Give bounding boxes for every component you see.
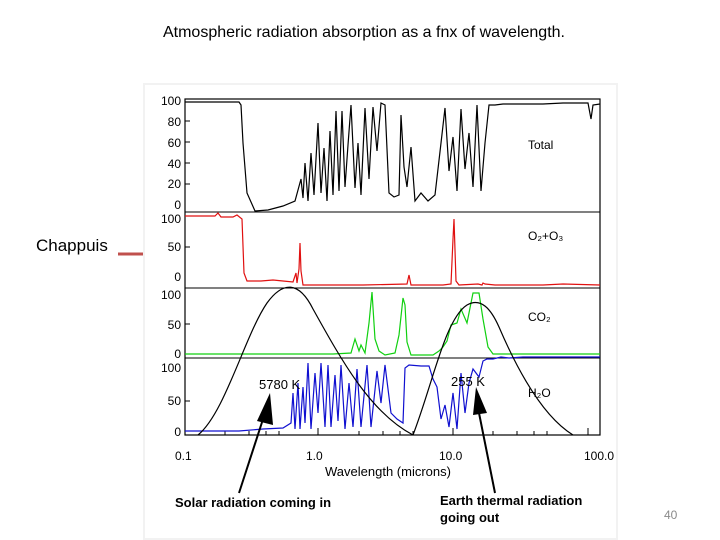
x-tick-label: 0.1 bbox=[175, 449, 192, 463]
earth-arrow-head bbox=[473, 387, 487, 415]
y-tick-label: 100 bbox=[161, 288, 181, 302]
chappuis-label: Chappuis bbox=[36, 236, 108, 255]
panel-label-o2-o3: O₂+O₃ bbox=[528, 229, 563, 243]
y-tick-label: 50 bbox=[168, 240, 182, 254]
x-tick-label: 1.0 bbox=[306, 449, 323, 463]
y-tick-label: 0 bbox=[174, 270, 181, 284]
earth-radiation-annotation-line2: going out bbox=[440, 510, 500, 525]
y-tick-label: 20 bbox=[168, 177, 182, 191]
y-tick-label: 0 bbox=[174, 425, 181, 439]
y-tick-label: 60 bbox=[168, 136, 182, 150]
absorption-figure: 100 80 60 40 20 0 100 50 0 100 50 0 100 … bbox=[143, 83, 618, 540]
panel-label-h2o: H₂O bbox=[528, 386, 551, 400]
plot-frame bbox=[184, 98, 601, 436]
earth-radiation-annotation-line1: Earth thermal radiation bbox=[440, 493, 582, 508]
h2o-absorption-curve bbox=[185, 356, 600, 432]
slide-title: Atmospheric radiation absorption as a fn… bbox=[162, 24, 565, 41]
y-tick-label: 0 bbox=[174, 347, 181, 361]
sun-blackbody-curve bbox=[197, 286, 414, 436]
panel-label-co2: CO₂ bbox=[528, 310, 551, 324]
o2-o3-absorption-curve bbox=[185, 212, 601, 286]
solar-annotation-arrow bbox=[238, 412, 266, 494]
y-tick-label: 100 bbox=[161, 94, 181, 108]
solar-radiation-annotation: Solar radiation coming in bbox=[175, 495, 331, 510]
total-absorption-curve bbox=[185, 101, 601, 212]
solar-arrow-head bbox=[257, 393, 273, 425]
y-tick-label: 50 bbox=[168, 394, 182, 408]
earth-annotation-arrow bbox=[478, 412, 496, 494]
y-tick-label: 0 bbox=[174, 198, 181, 212]
co2-absorption-curve bbox=[185, 291, 600, 356]
sun-temperature-label: 5780 K bbox=[259, 377, 301, 392]
y-tick-label: 100 bbox=[161, 212, 181, 226]
y-tick-label: 100 bbox=[161, 361, 181, 375]
panel-label-total: Total bbox=[528, 138, 553, 152]
earth-temperature-label: 255 K bbox=[451, 374, 485, 389]
y-tick-label: 40 bbox=[168, 157, 182, 171]
x-tick-label: 100.0 bbox=[584, 449, 614, 463]
earth-blackbody-curve bbox=[412, 301, 574, 436]
x-axis-label: Wavelength (microns) bbox=[325, 464, 451, 479]
y-tick-label: 80 bbox=[168, 115, 182, 129]
page-number: 40 bbox=[664, 508, 678, 522]
x-tick-label: 10.0 bbox=[439, 449, 463, 463]
y-tick-label: 50 bbox=[168, 318, 182, 332]
